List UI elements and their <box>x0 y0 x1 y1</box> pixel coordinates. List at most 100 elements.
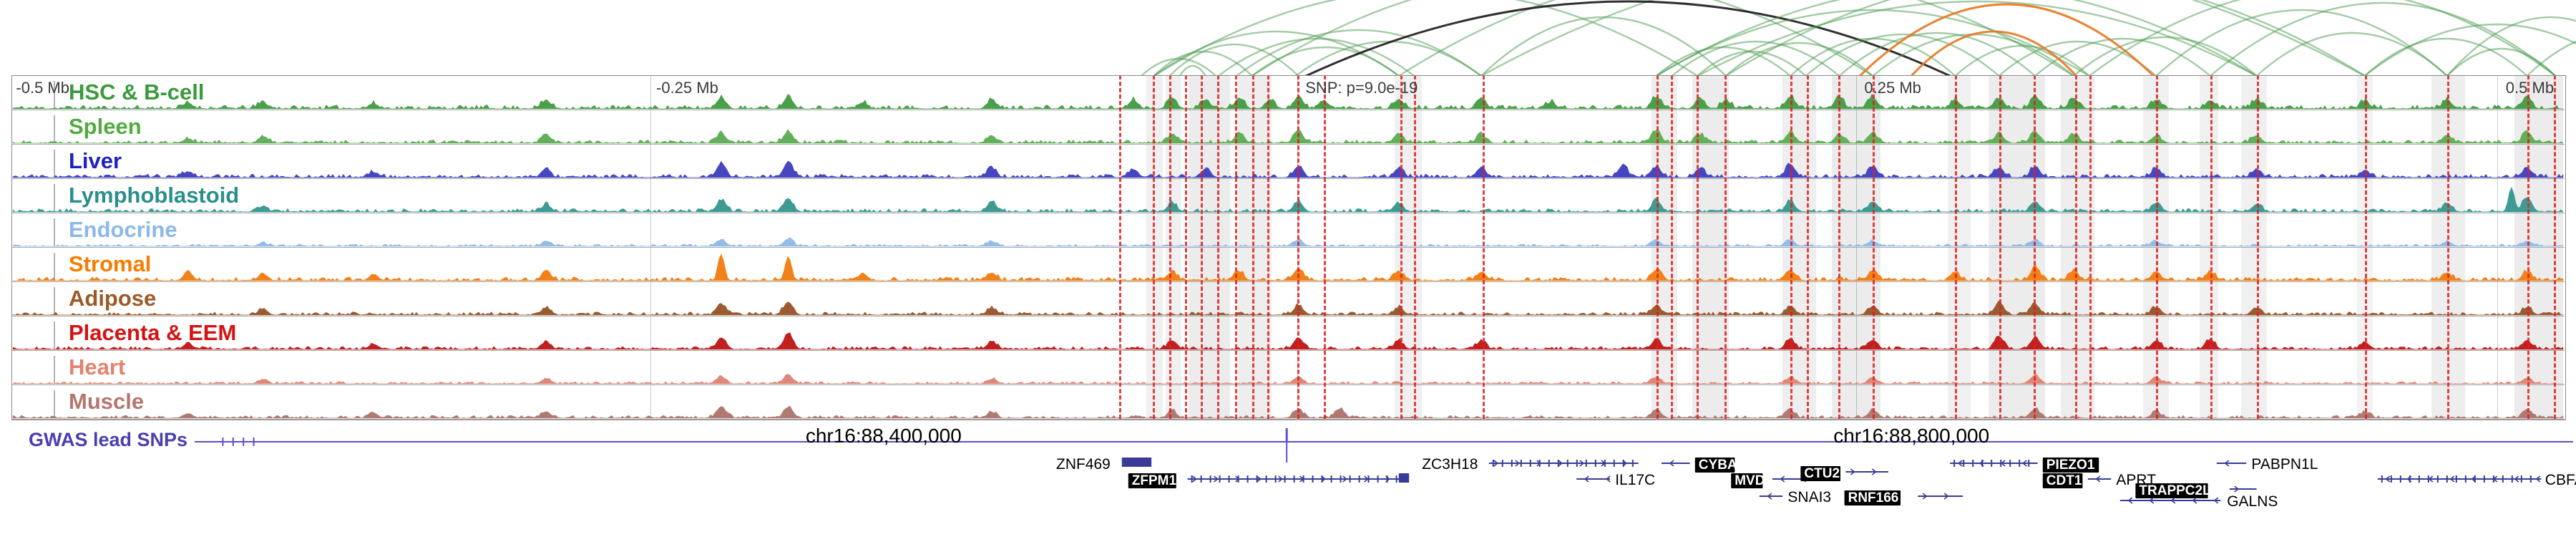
gene-mvd[interactable]: MVD <box>1731 473 1809 488</box>
strand-arrow-icon <box>2127 497 2133 504</box>
strand-arrow-icon <box>2406 475 2412 483</box>
gene-cyba[interactable]: CYBA <box>1662 458 1737 473</box>
interaction-arc <box>1725 0 2366 76</box>
interaction-arc <box>2155 9 2448 76</box>
strand-arrow-icon <box>2492 475 2498 483</box>
gene-label[interactable]: IL17C <box>1615 472 1655 488</box>
strand-arrow-icon <box>1321 475 1326 483</box>
track-label-spleen[interactable]: Spleen <box>69 114 142 139</box>
gene-galns[interactable]: GALNS <box>2119 493 2278 510</box>
gene-exon-box <box>1398 473 1410 483</box>
strand-arrow-icon <box>1214 475 1219 483</box>
gene-label[interactable]: PIEZO1 <box>2046 458 2095 473</box>
track-signal-lymphoblastoid <box>12 186 2564 213</box>
gene-label[interactable]: TRAPPC2L <box>2139 483 2211 498</box>
gene-label[interactable]: SNAI3 <box>1787 489 1831 505</box>
interaction-arc <box>1656 9 2090 76</box>
gwas-track-canvas <box>195 428 2573 463</box>
gene-cdt1[interactable]: CDT1 <box>2042 473 2083 488</box>
strand-arrow-icon <box>1385 475 1390 483</box>
track-label-endocrine[interactable]: Endocrine <box>69 217 177 242</box>
gene-rnf166[interactable]: RNF166 <box>1844 490 1963 505</box>
interaction-arc <box>1480 16 1727 76</box>
gene-label-box <box>1800 466 1840 481</box>
strand-arrow-icon <box>1922 493 1928 500</box>
interaction-arc <box>2210 1 2556 76</box>
strand-arrow-icon <box>1767 493 1772 500</box>
gene-label[interactable]: ZNF469 <box>1056 456 1111 473</box>
strand-arrow-icon <box>1601 460 1606 467</box>
gene-label[interactable]: CDT1 <box>2046 473 2082 488</box>
gwas-track-label[interactable]: GWAS lead SNPs <box>29 429 188 450</box>
gene-label[interactable]: GALNS <box>2227 493 2278 510</box>
strand-arrow-icon <box>1579 460 1585 467</box>
interaction-arc <box>1656 0 2258 76</box>
gene-piezo1[interactable]: PIEZO1 <box>1950 458 2099 473</box>
gene-label[interactable]: ZC3H18 <box>1422 456 1478 473</box>
strand-arrow-icon <box>2535 475 2541 483</box>
gene-label[interactable]: CYBA <box>1699 458 1737 473</box>
interaction-arc <box>2446 16 2576 76</box>
strand-arrow-icon <box>1850 468 1855 475</box>
gene-label-box <box>2042 473 2083 488</box>
track-signal-stromal <box>12 253 2564 281</box>
gene-label[interactable]: CTU2 <box>1804 466 1840 481</box>
track-label-adipose[interactable]: Adipose <box>69 286 157 311</box>
interaction-arc <box>1153 0 1699 76</box>
track-signal-liver <box>12 160 2564 178</box>
strand-arrow-icon <box>1257 475 1262 483</box>
track-label-liver[interactable]: Liver <box>69 148 122 173</box>
strand-arrow-icon <box>1342 475 1347 483</box>
gene-snai3[interactable]: SNAI3 <box>1759 489 1831 505</box>
gene-label[interactable]: ZFPM1 <box>1132 473 1177 488</box>
gene-label[interactable]: RNF166 <box>1848 490 1899 505</box>
strand-arrow-icon <box>1558 460 1563 467</box>
track-label-hsc-b-cell[interactable]: HSC & B-cell <box>69 79 205 105</box>
gene-trappc2l[interactable]: TRAPPC2L <box>2135 483 2257 498</box>
interaction-arc <box>1169 43 1299 76</box>
interaction-arc <box>2255 32 2448 76</box>
interaction-arc <box>1697 50 1807 76</box>
track-label-stromal[interactable]: Stromal <box>69 251 152 276</box>
gene-zfpm1[interactable]: ZFPM1 <box>1128 473 1410 488</box>
gene-ctu2[interactable]: CTU2 <box>1800 466 1888 481</box>
gene-znf469[interactable]: ZNF469 <box>1056 456 1152 473</box>
gene-cbfa2t3[interactable]: CBFA2T3 <box>2377 472 2576 488</box>
gene-label-box <box>2042 458 2099 473</box>
strand-arrow-icon <box>2000 460 2006 467</box>
interaction-arc <box>1398 0 2074 76</box>
strand-arrow-icon <box>2021 460 2027 467</box>
gene-label[interactable]: PABPN1L <box>2251 456 2318 473</box>
interaction-arc <box>1305 0 1951 76</box>
track-signal-spleen <box>12 129 2564 144</box>
track-label-placenta-eem[interactable]: Placenta & EEM <box>69 320 237 345</box>
strand-arrow-icon <box>1979 460 1984 467</box>
gene-label[interactable]: MVD <box>1735 473 1765 488</box>
track-signal-endocrine <box>12 237 2564 247</box>
strand-arrow-icon <box>2192 497 2197 504</box>
gene-label[interactable]: CBFA2T3 <box>2545 472 2576 488</box>
strand-arrow-icon <box>2428 475 2434 483</box>
strand-arrow-icon <box>2234 485 2240 493</box>
interaction-arc <box>2363 37 2528 76</box>
gene-il17c[interactable]: IL17C <box>1576 472 1655 488</box>
track-label-heart[interactable]: Heart <box>69 354 126 379</box>
track-signal-placenta-eem <box>12 332 2564 350</box>
gene-label-box <box>1844 490 1901 505</box>
coordinate-label: chr16:88,800,000 <box>1833 425 1990 447</box>
strand-arrow-icon <box>1957 460 1963 467</box>
gene-pabpn1l[interactable]: PABPN1L <box>2216 456 2318 473</box>
track-label-lymphoblastoid[interactable]: Lymphoblastoid <box>69 183 240 208</box>
interaction-arc <box>1480 0 2366 76</box>
strand-arrow-icon <box>1364 475 1369 483</box>
gene-label-box <box>1694 458 1735 473</box>
track-label-muscle[interactable]: Muscle <box>69 389 145 414</box>
strand-arrow-icon <box>2449 475 2455 483</box>
gene-label-box <box>1128 473 1176 488</box>
interaction-arc <box>1251 0 1873 76</box>
strand-arrow-icon <box>1192 475 1197 483</box>
gene-zc3h18[interactable]: ZC3H18 <box>1422 456 1639 473</box>
interaction-arc <box>2088 0 2556 76</box>
interaction-arc <box>2073 36 2258 76</box>
